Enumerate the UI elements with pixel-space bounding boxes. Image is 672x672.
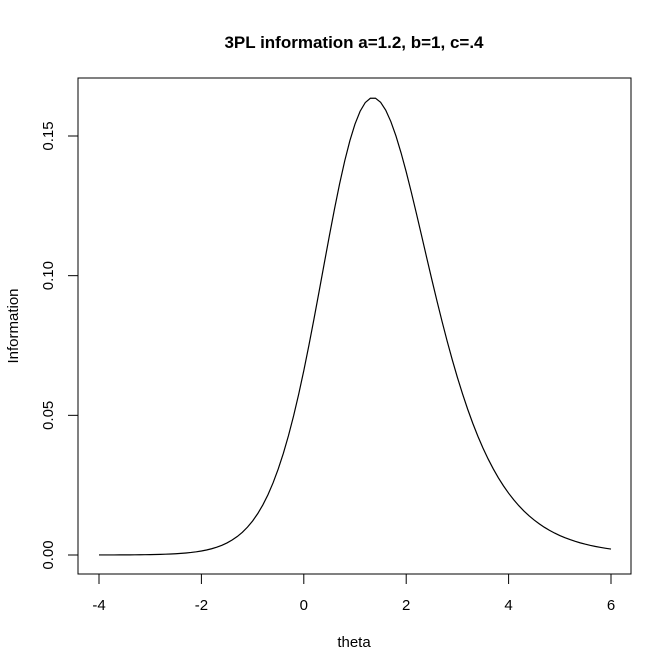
y-tick-label: 0.15 — [40, 121, 57, 150]
information-curve — [98, 97, 612, 556]
y-tick-label: 0.10 — [40, 261, 57, 290]
x-tick-label: 6 — [607, 597, 615, 614]
x-tick-label: 0 — [300, 597, 308, 614]
y-axis-label: Information — [5, 288, 22, 363]
chart-title: 3PL information a=1.2, b=1, c=.4 — [224, 33, 484, 52]
x-tick-label: -4 — [92, 597, 105, 614]
plot-area — [77, 77, 632, 575]
x-tick-label: 4 — [504, 597, 512, 614]
x-tick-label: 2 — [402, 597, 410, 614]
x-axis-label: theta — [337, 634, 371, 651]
x-axis: -4 -2 0 2 4 6 — [92, 574, 615, 614]
y-tick-label: 0.00 — [40, 540, 57, 569]
y-tick-label: 0.05 — [40, 401, 57, 430]
y-axis: 0.00 0.05 0.10 0.15 — [40, 121, 78, 570]
x-tick-label: -2 — [195, 597, 208, 614]
